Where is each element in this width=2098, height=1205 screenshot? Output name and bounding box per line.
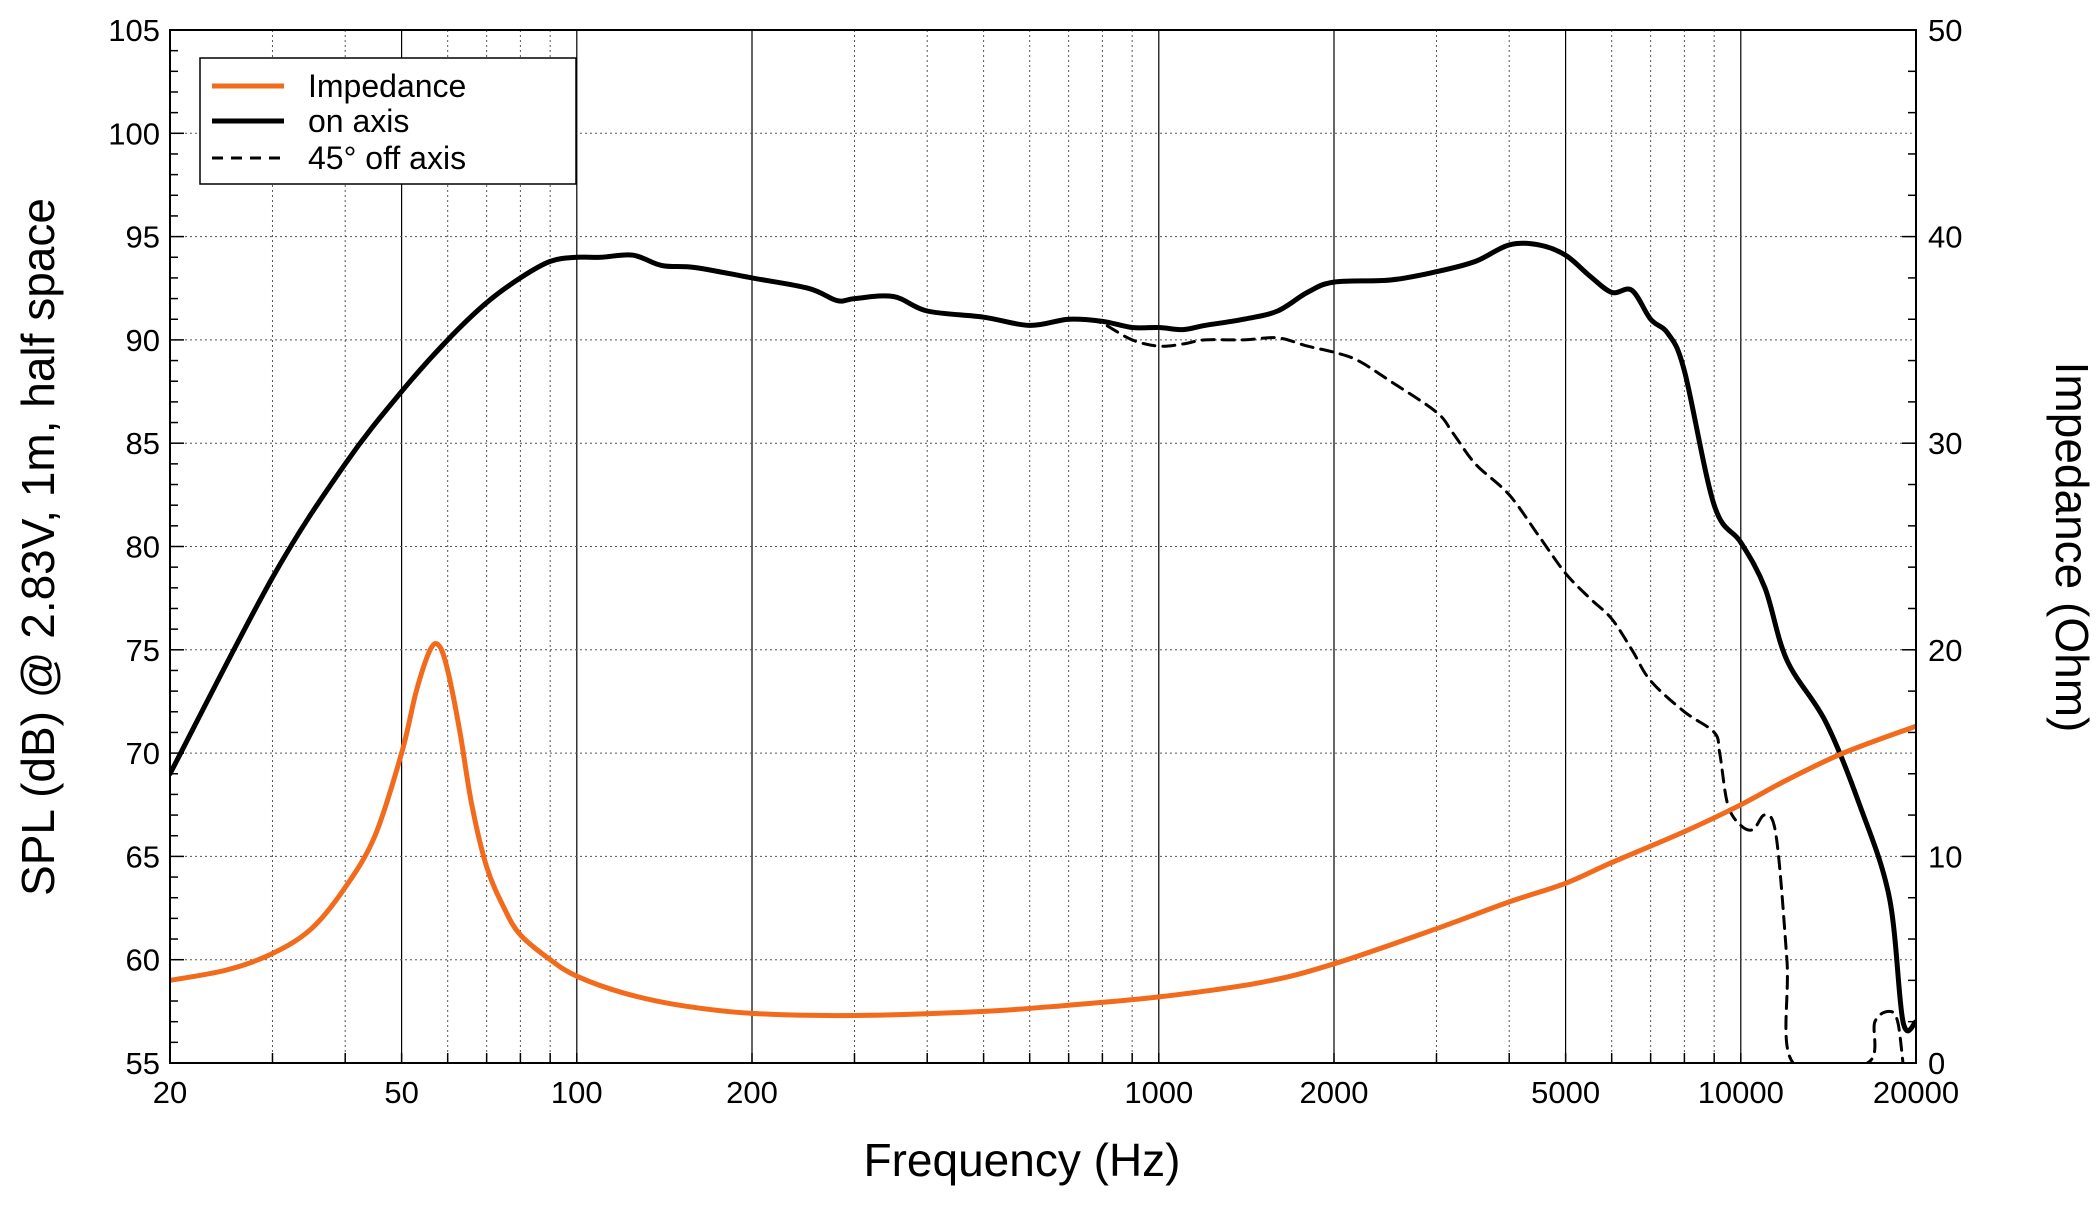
y-tick-label: 85 <box>126 426 160 461</box>
y2-tick-labels: 0 10 20 30 40 50 <box>1928 13 1962 1081</box>
x-tick-label: 50 <box>384 1075 418 1110</box>
x-tick-label: 1000 <box>1124 1075 1193 1110</box>
on-axis-line <box>170 240 1916 1034</box>
impedance-line <box>170 640 1916 1019</box>
y-axis-title: SPL (dB) @ 2.83V, 1m, half space <box>12 198 64 896</box>
legend-label-off-axis: 45° off axis <box>308 140 466 176</box>
y2-tick-label: 0 <box>1928 1046 1945 1081</box>
y2-tick-label: 40 <box>1928 220 1962 255</box>
legend-box <box>199 57 577 185</box>
off-axis-line <box>1067 317 1905 1063</box>
y2-tick-label: 50 <box>1928 13 1962 48</box>
x-axis-title: Frequency (Hz) <box>864 1134 1181 1186</box>
series-layer <box>170 240 1916 1063</box>
y-tick-label: 75 <box>126 633 160 668</box>
y2-axis-title: Impedance (Ohm) <box>2046 362 2098 733</box>
y2-tick-label: 20 <box>1928 633 1962 668</box>
y-tick-label: 100 <box>108 116 160 151</box>
x-tick-label: 100 <box>551 1075 603 1110</box>
grid-lines <box>170 30 1916 1063</box>
x-tick-label: 10000 <box>1698 1075 1784 1110</box>
x-tick-label: 20 <box>153 1075 187 1110</box>
legend-label-impedance: Impedance <box>308 68 466 104</box>
y-tick-label: 105 <box>108 13 160 48</box>
x-tick-label: 200 <box>726 1075 778 1110</box>
y-tick-label: 90 <box>126 323 160 358</box>
plot-frame <box>169 29 1917 1064</box>
y-tick-label: 55 <box>126 1046 160 1081</box>
y-tick-label: 70 <box>126 736 160 771</box>
y-tick-label: 60 <box>126 943 160 978</box>
x-tick-label: 20000 <box>1873 1075 1959 1110</box>
x-tick-labels: 20 50 100 200 1000 2000 5000 10000 20000 <box>153 1075 1959 1110</box>
y-tick-label: 95 <box>126 220 160 255</box>
y-tick-label: 80 <box>126 530 160 565</box>
y-tick-label: 65 <box>126 839 160 874</box>
y-tick-labels: 55 60 65 70 75 80 85 90 95 100 105 <box>108 13 160 1081</box>
legend: Impedance on axis 45° off axis <box>199 57 577 185</box>
y2-tick-label: 10 <box>1928 839 1962 874</box>
legend-label-on-axis: on axis <box>308 103 409 139</box>
x-tick-label: 5000 <box>1531 1075 1600 1110</box>
y2-tick-label: 30 <box>1928 426 1962 461</box>
x-tick-label: 2000 <box>1300 1075 1369 1110</box>
